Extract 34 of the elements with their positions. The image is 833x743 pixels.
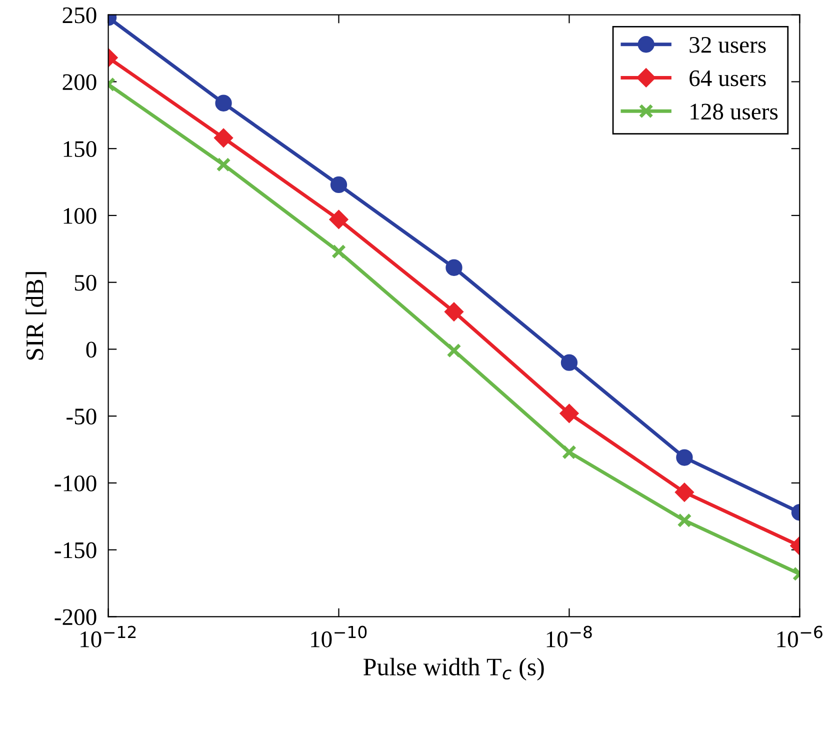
x-axis-title: Pulse width T$_{c}$ (s) [364,658,544,681]
y-tick-label: -100 [54,475,96,492]
legend-label: 128 users [690,104,778,120]
x-tick-label: 10$^{−6}$ [777,626,822,648]
y-tick-label: -200 [54,609,96,626]
x-tick-label: 10$^{−12}$ [80,626,136,648]
y-tick-label: 100 [64,208,96,224]
point [676,449,693,466]
y-tick-label: -150 [54,542,96,558]
y-tick-label: 250 [62,7,96,24]
point [677,513,692,528]
point [562,444,577,460]
legend-label: 32 users [690,37,766,53]
y-tick-label: 200 [62,74,96,90]
y-tick-label: 150 [64,141,96,158]
x-tick-label: 10$^{−8}$ [546,626,592,648]
y-tick-label: 50 [74,274,96,291]
point [446,343,462,358]
x-tick-label: 10$^{−10}$ [311,626,367,648]
point [329,210,348,230]
legend-label: 64 users [690,70,766,86]
point [215,94,232,112]
y-axis-title: SIR [dB] [26,272,46,360]
point [674,482,694,502]
point [330,176,348,194]
point [444,302,464,322]
point [214,128,234,148]
y-tick-label: -50 [66,408,96,425]
point [560,404,579,423]
point [331,244,346,259]
point [216,157,231,172]
y-tick-label: 0 [86,342,96,358]
point [560,354,578,371]
point [446,259,462,276]
